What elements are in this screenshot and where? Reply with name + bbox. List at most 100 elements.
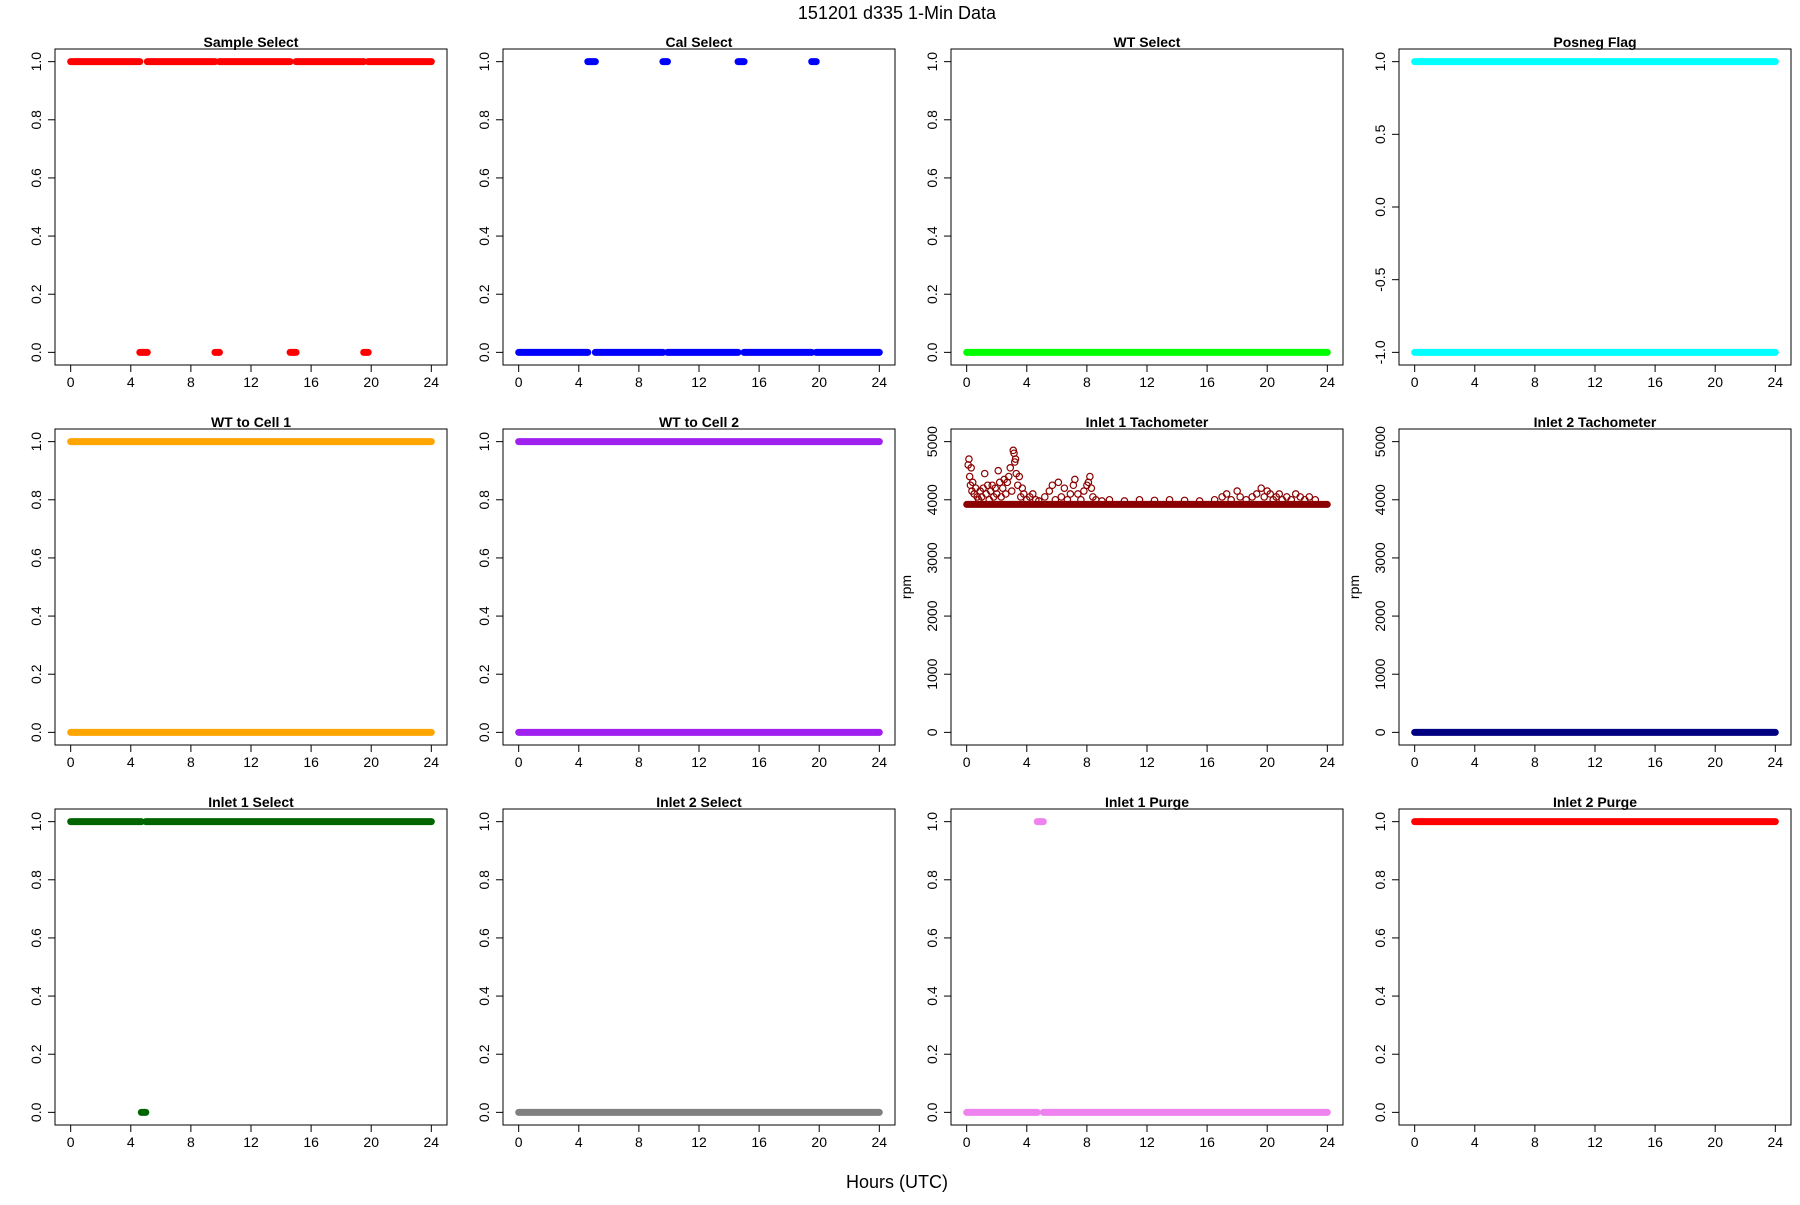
- data-point: [994, 466, 1003, 475]
- data-point: [1260, 493, 1269, 501]
- x-tick-label: 24: [424, 1134, 440, 1150]
- data-point: [1015, 472, 1024, 481]
- y-tick-label: 0.8: [924, 110, 940, 130]
- x-tick-label: 4: [1471, 1134, 1479, 1150]
- x-tick-label: 8: [187, 374, 195, 390]
- chart-panel: Inlet 2 Purge 0 4 8 12 16 20 24 0.0 0.2 0.4 0.6 0.8 1…: [1372, 794, 1792, 1150]
- x-tick-label: 20: [1707, 1134, 1723, 1150]
- x-tick-label: 20: [811, 1134, 827, 1150]
- data-point: [1135, 495, 1144, 504]
- data-point: [1006, 464, 1015, 472]
- data-point: [1105, 495, 1114, 504]
- x-tick-label: 24: [872, 1134, 888, 1150]
- x-tick-label: 12: [243, 754, 259, 770]
- x-tick-label: 4: [127, 374, 135, 390]
- chart-panel: Inlet 1 Purge 0 4 8 12 16 20 24 0.0 0.2 0.4 0.6 0.8 1…: [924, 794, 1344, 1150]
- x-tick-label: 16: [1199, 1134, 1215, 1150]
- data-point: [1227, 495, 1235, 504]
- plot-frame: [54, 428, 448, 746]
- y-tick-label: 1.0: [476, 812, 492, 832]
- x-tick-label: 4: [575, 1134, 583, 1150]
- data-point: [1051, 495, 1060, 504]
- data-point: [1057, 493, 1066, 501]
- panel-title: Inlet 2 Select: [656, 794, 742, 810]
- x-tick-label: 0: [1411, 1134, 1419, 1150]
- x-tick-label: 12: [243, 1134, 259, 1150]
- y-tick-label: 0.6: [28, 928, 44, 948]
- x-tick-label: 16: [303, 374, 319, 390]
- y-tick-label: 1.0: [476, 52, 492, 72]
- y-tick-label: 0.2: [476, 664, 492, 684]
- x-tick-label: 0: [515, 374, 523, 390]
- x-tick-label: 4: [575, 374, 583, 390]
- y-tick-label: 0.6: [924, 928, 940, 948]
- y-tick-label: 1.0: [28, 432, 44, 452]
- x-tick-label: 4: [1471, 754, 1479, 770]
- y-tick-label: 1.0: [924, 812, 940, 832]
- y-tick-label: 0.5: [1372, 124, 1388, 144]
- data-point: [1071, 475, 1079, 484]
- x-tick-label: 8: [635, 374, 643, 390]
- x-tick-label: 0: [67, 1134, 75, 1150]
- y-tick-label: 0.4: [28, 606, 44, 626]
- x-tick-label: 16: [303, 754, 319, 770]
- x-tick-label: 0: [67, 374, 75, 390]
- x-tick-label: 12: [1139, 374, 1155, 390]
- y-tick-label: 0.6: [28, 168, 44, 188]
- x-tick-label: 12: [691, 754, 707, 770]
- x-tick-label: 0: [963, 374, 971, 390]
- chart-panel: Inlet 2 Tachometer 0 4 8 12 16 20 24 0 1000 2000 30…: [1346, 414, 1792, 770]
- y-tick-label: 0.0: [476, 722, 492, 742]
- data-point: [1287, 495, 1296, 504]
- y-tick-label: 4000: [924, 484, 940, 515]
- data-point: [965, 455, 973, 463]
- y-tick-label: 0.8: [476, 490, 492, 510]
- data-point: [968, 478, 977, 487]
- data-point: [1080, 487, 1088, 495]
- x-tick-label: 8: [1083, 754, 1091, 770]
- y-tick-label: 1.0: [1372, 812, 1388, 832]
- x-tick-label: 20: [811, 754, 827, 770]
- data-point: [1077, 495, 1085, 504]
- data-point: [1098, 497, 1106, 505]
- y-tick-label: 0.4: [924, 986, 940, 1006]
- chart-panel: Posneg Flag 0 4 8 12 16 20 24 -1.0 -0.5 0.0 0.5 1.0: [1372, 34, 1792, 390]
- data-point: [965, 472, 974, 481]
- data-point: [1180, 496, 1189, 505]
- plot-frame: [950, 48, 1344, 366]
- x-tick-label: 24: [1768, 754, 1784, 770]
- y-tick-label: 1000: [924, 658, 940, 689]
- x-tick-label: 16: [303, 1134, 319, 1150]
- x-tick-label: 12: [1587, 1134, 1603, 1150]
- x-tick-label: 16: [1199, 754, 1215, 770]
- data-point: [1257, 484, 1266, 492]
- x-tick-label: 24: [1768, 374, 1784, 390]
- data-point: [1045, 487, 1054, 495]
- y-tick-label: 0: [1372, 728, 1388, 736]
- chart-panel: WT Select 0 4 8 12 16 20 24 0.0 0.2 0.4 0.6 0.8 1.0: [924, 34, 1344, 390]
- x-tick-label: 0: [963, 1134, 971, 1150]
- x-tick-label: 8: [635, 754, 643, 770]
- x-tick-label: 12: [1587, 754, 1603, 770]
- y-tick-label: -0.5: [1372, 267, 1388, 291]
- x-tick-label: 0: [67, 754, 75, 770]
- x-tick-label: 24: [1320, 374, 1336, 390]
- data-point: [983, 481, 992, 490]
- y-tick-label: 0.2: [28, 284, 44, 304]
- plot-frame: [1398, 48, 1792, 366]
- y-tick-label: 0.2: [28, 1044, 44, 1064]
- panel-title: Inlet 1 Purge: [1105, 794, 1189, 810]
- data-point: [1120, 497, 1129, 505]
- y-tick-label: 0.4: [28, 986, 44, 1006]
- y-tick-label: 0.0: [1372, 197, 1388, 217]
- y-tick-label: 0.4: [924, 226, 940, 246]
- data-point: [967, 464, 975, 472]
- data-point: [1060, 484, 1069, 492]
- data-point: [1252, 490, 1261, 498]
- data-point: [1305, 493, 1314, 501]
- y-tick-label: 0.2: [476, 1044, 492, 1064]
- panel-title: WT to Cell 1: [211, 414, 291, 430]
- y-tick-label: -1.0: [1372, 340, 1388, 364]
- y-tick-label: 0.6: [1372, 928, 1388, 948]
- y-tick-label: 5000: [1372, 426, 1388, 457]
